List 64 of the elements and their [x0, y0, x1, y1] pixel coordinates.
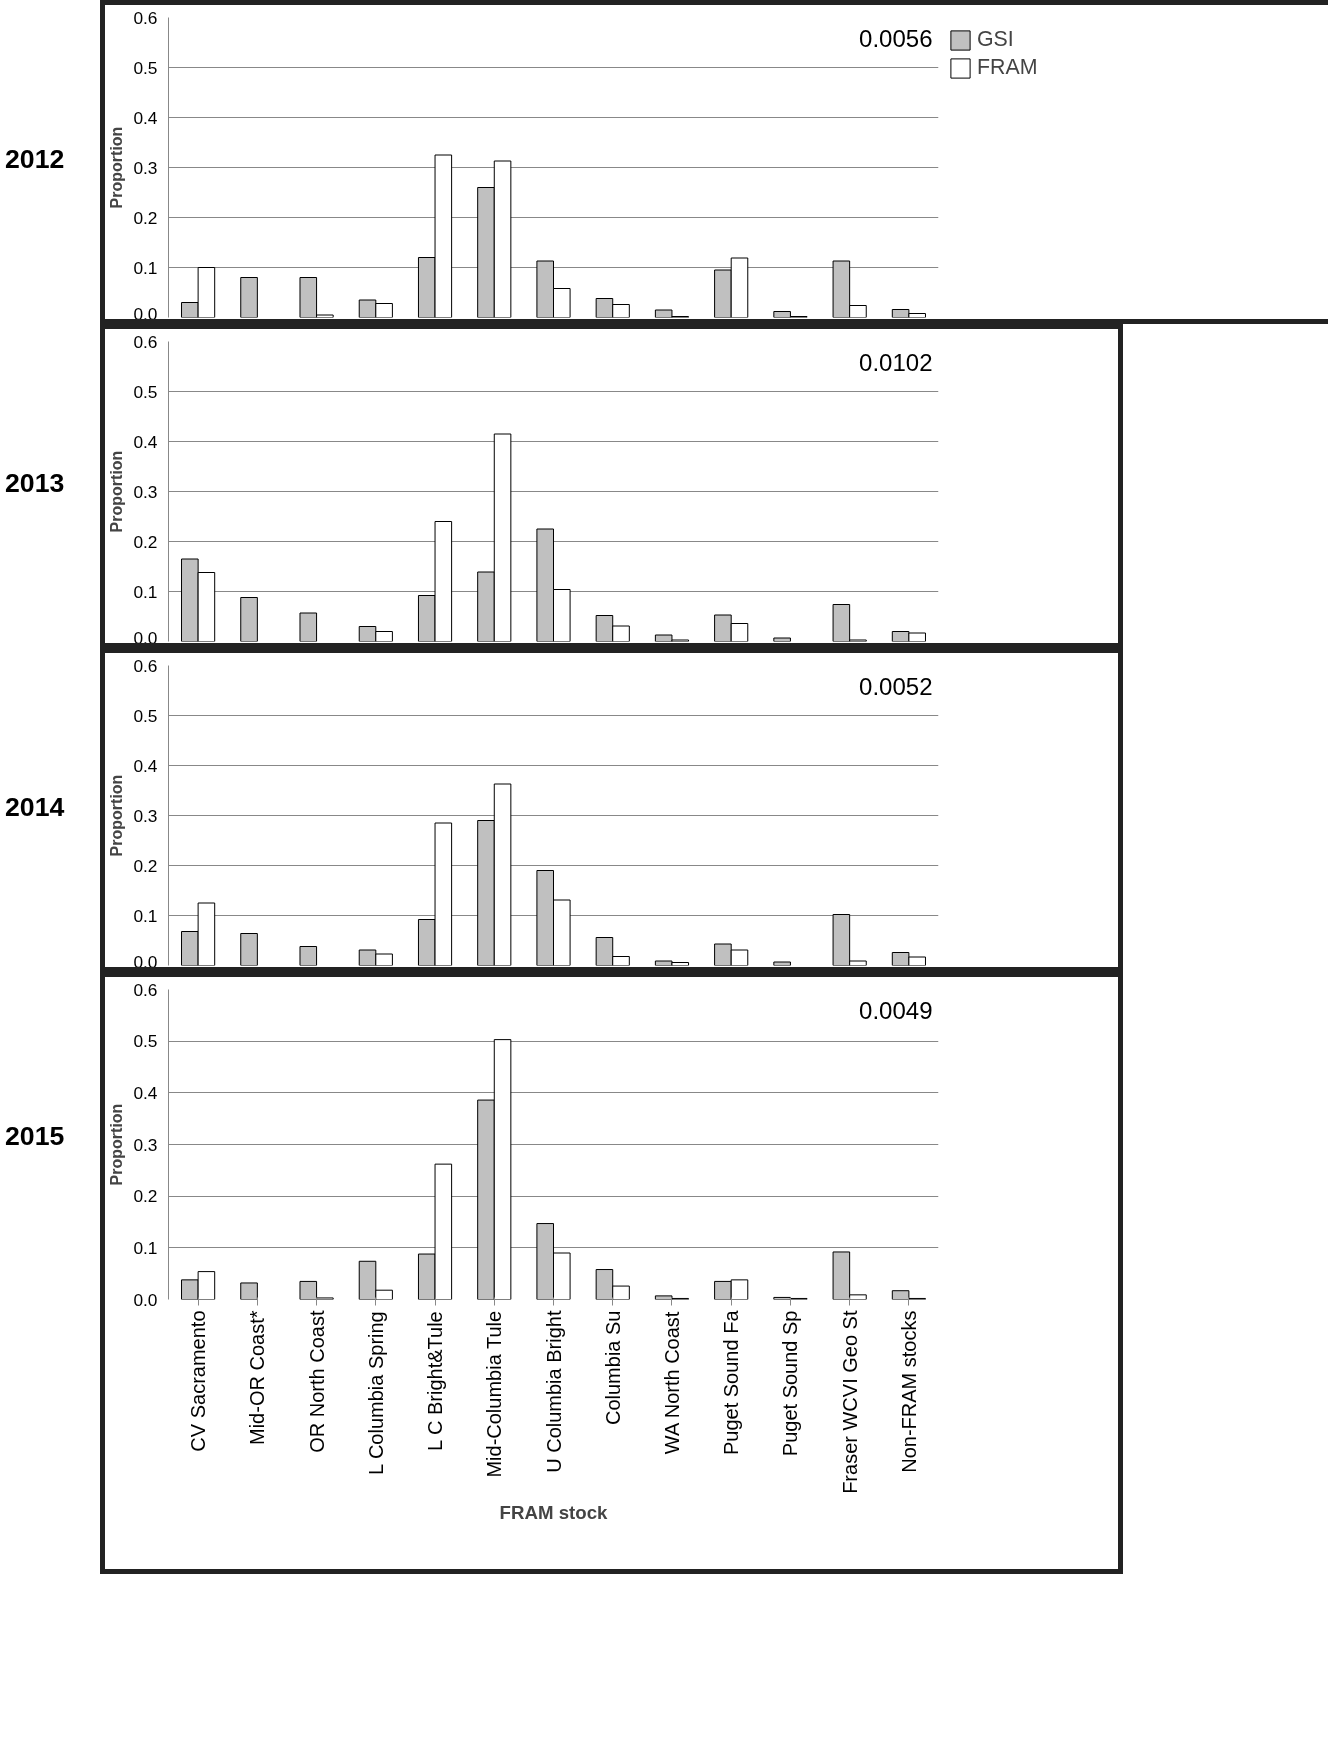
y-tick-label: 0.1: [133, 1237, 158, 1258]
annotation: 0.0049: [859, 996, 933, 1024]
y-tick-label: 0.0: [133, 303, 158, 324]
bar: [240, 277, 258, 318]
y-tick-label: 0.5: [133, 381, 158, 402]
bar: [240, 1282, 258, 1300]
x-tick-label: WA North Coast: [660, 1311, 683, 1455]
y-tick-label: 0.4: [133, 1082, 158, 1103]
y-tick-label: 0.5: [133, 57, 158, 78]
x-tick-label: Columbia Su: [601, 1310, 624, 1425]
text: 2014: [5, 791, 65, 824]
y-axis-title: Proportion: [108, 1103, 126, 1186]
x-tick-label: Mid-OR Coast*: [246, 1310, 269, 1445]
annotation: 0.0056: [859, 24, 933, 52]
y-axis-title: Proportion: [108, 126, 126, 209]
y-tick-label: 0.0: [133, 951, 158, 972]
y-tick-label: 0.1: [133, 905, 158, 926]
y-tick-label: 0.6: [133, 655, 158, 676]
x-tick-label: Mid-Columbia Tule: [483, 1310, 506, 1478]
y-tick-label: 0.6: [133, 331, 158, 352]
y-tick-label: 0.6: [133, 979, 158, 1000]
legend-label: FRAM: [977, 55, 1038, 80]
y-tick-label: 0.2: [133, 207, 158, 228]
bar: [240, 933, 258, 966]
x-tick-label: Puget Sound Fa: [720, 1309, 743, 1456]
bar: [299, 612, 318, 642]
text: 2015: [5, 1120, 65, 1153]
x-axis-title: FRAM stock: [499, 1501, 609, 1523]
y-tick-label: 0.3: [133, 805, 158, 826]
y-tick-label: 0.4: [133, 755, 158, 776]
y-tick-label: 0.5: [133, 1031, 158, 1052]
y-tick-label: 0.6: [133, 7, 158, 28]
annotation: 0.0052: [859, 672, 933, 700]
bar: [773, 637, 791, 642]
y-tick-label: 0.2: [133, 855, 158, 876]
y-tick-label: 0.5: [133, 705, 158, 726]
x-tick-label: OR North Coast: [305, 1310, 328, 1453]
bar: [240, 597, 258, 642]
y-tick-label: 0.3: [133, 1134, 158, 1155]
y-tick-label: 0.1: [133, 257, 158, 278]
y-axis-title: Proportion: [108, 450, 126, 533]
text: 2012: [5, 143, 65, 176]
y-tick-label: 0.0: [133, 627, 158, 648]
x-tick-label: L C Bright&Tule: [424, 1311, 447, 1451]
y-tick-label: 0.2: [133, 1186, 158, 1207]
x-tick-label: Puget Sound Sp: [779, 1310, 802, 1457]
y-tick-label: 0.0: [133, 1289, 158, 1310]
y-axis-title: Proportion: [108, 774, 126, 857]
y-tick-label: 0.3: [133, 157, 158, 178]
y-tick-label: 0.4: [133, 107, 158, 128]
x-tick-label: U Columbia Bright: [542, 1310, 565, 1473]
annotation: 0.0102: [859, 348, 933, 376]
bar: [299, 946, 318, 966]
x-tick-label: L Columbia Spring: [364, 1311, 387, 1476]
x-tick-label: CV Sacramento: [187, 1310, 210, 1452]
x-tick-label: Non-FRAM stocks: [897, 1310, 920, 1473]
text: 2013: [5, 467, 65, 500]
y-tick-label: 0.1: [133, 581, 158, 602]
y-tick-label: 0.3: [133, 481, 158, 502]
bar: [773, 961, 791, 966]
y-tick-label: 0.2: [133, 531, 158, 552]
y-tick-label: 0.4: [133, 431, 158, 452]
legend-label: GSI: [977, 27, 1014, 52]
x-tick-label: Fraser WCVI Geo St: [838, 1310, 861, 1494]
